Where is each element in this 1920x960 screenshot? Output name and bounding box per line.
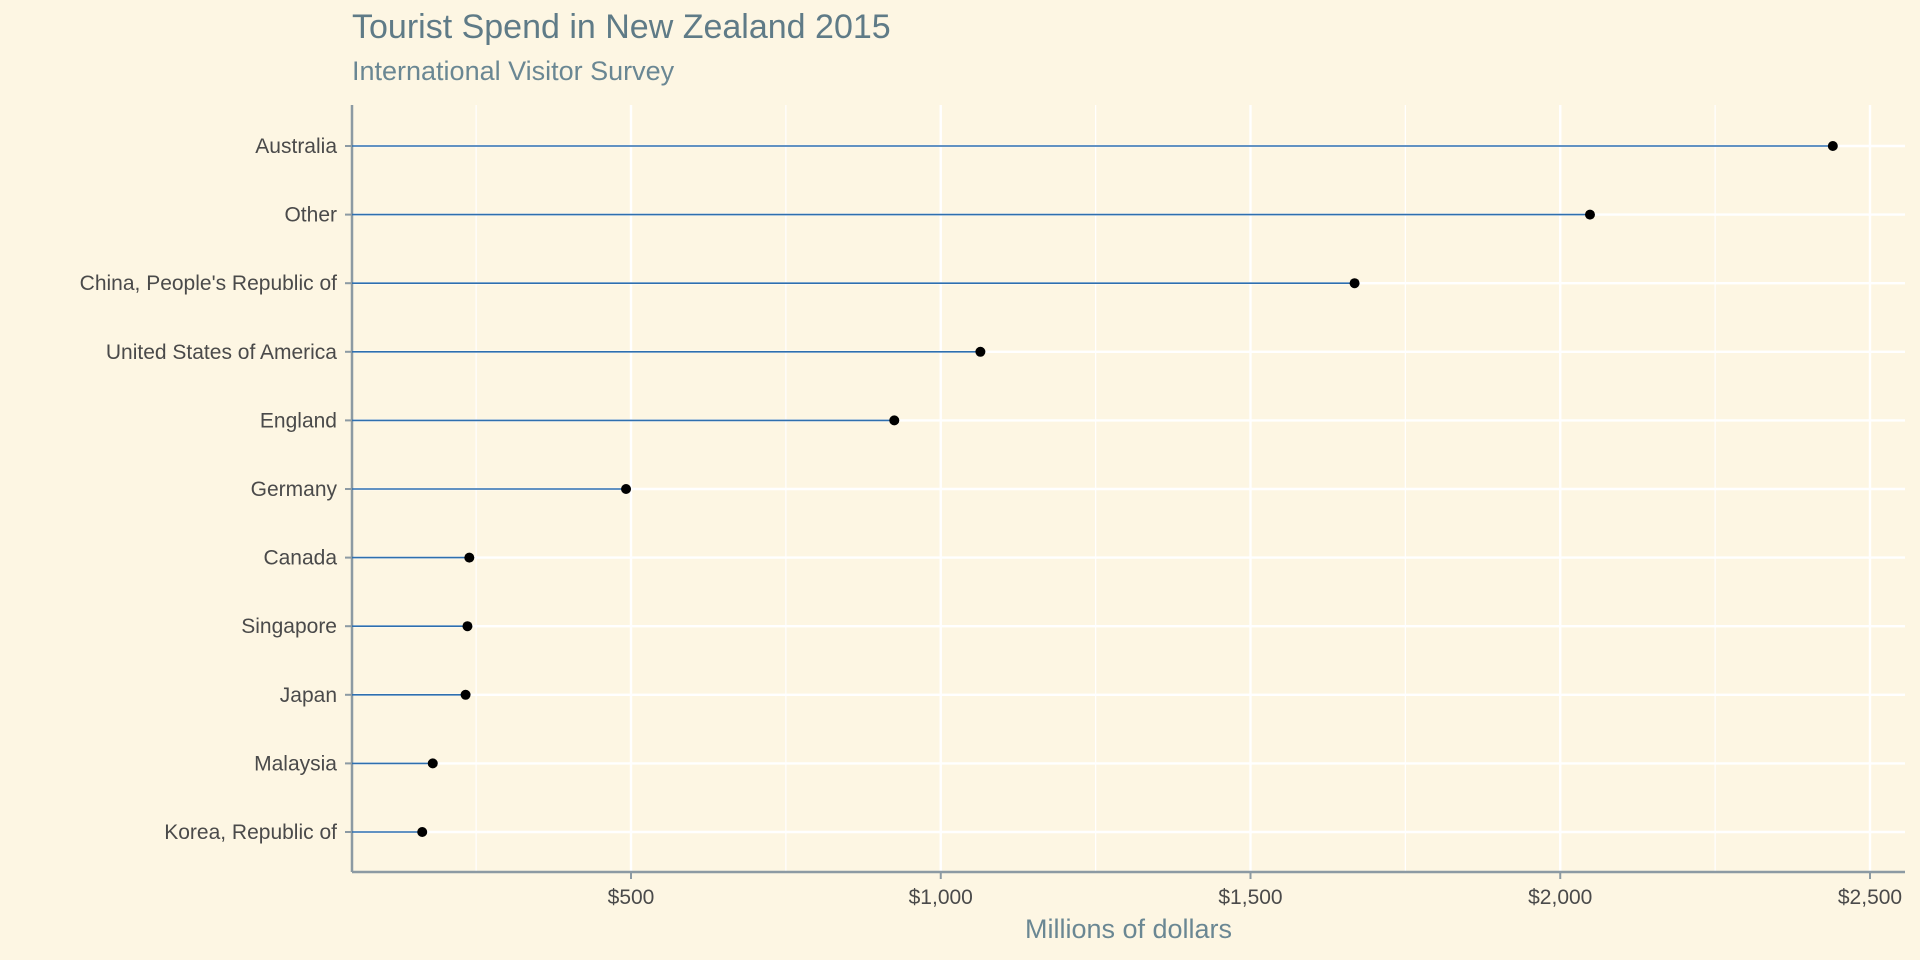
x-tick-label: $2,500 (1838, 886, 1902, 909)
lollipop-point (1584, 209, 1595, 220)
x-tick-label: $500 (608, 886, 655, 909)
y-tick-label: Australia (255, 135, 337, 158)
lollipop-point (1827, 141, 1838, 151)
y-tick-label: Korea, Republic of (164, 821, 337, 844)
y-tick-label: China, People's Republic of (80, 272, 337, 295)
x-tick-label: $2,000 (1528, 886, 1592, 909)
chart-title: Tourist Spend in New Zealand 2015 (352, 8, 891, 46)
y-tick-label: Singapore (241, 615, 337, 638)
x-tick-label: $1,500 (1218, 886, 1282, 909)
lollipop-point (460, 689, 471, 700)
x-axis-title: Millions of dollars (1025, 914, 1232, 944)
chart-subtitle: International Visitor Survey (352, 56, 675, 86)
lollipop-point (427, 758, 438, 769)
lollipop-point (417, 827, 428, 837)
lollipop-point (975, 346, 986, 357)
lollipop-point (889, 415, 900, 426)
labels-layer: $500 $1,000 $1,500 $2,000 $2,500 Australia Oth… (80, 135, 1902, 909)
lollipop-point (621, 484, 632, 494)
y-tick-label: United States of America (106, 341, 337, 364)
lollipop-point (462, 621, 473, 632)
y-tick-label: Canada (263, 547, 337, 570)
y-tick-label: England (260, 409, 337, 432)
y-tick-label: Japan (280, 684, 337, 707)
y-tick-label: Other (284, 204, 337, 227)
y-tick-label: Germany (251, 478, 338, 501)
marks-layer (352, 141, 1838, 837)
y-tick-label: Malaysia (254, 752, 337, 775)
lollipop-point (1349, 278, 1360, 289)
x-tick-label: $1,000 (909, 886, 973, 909)
lollipop-point (464, 552, 475, 563)
